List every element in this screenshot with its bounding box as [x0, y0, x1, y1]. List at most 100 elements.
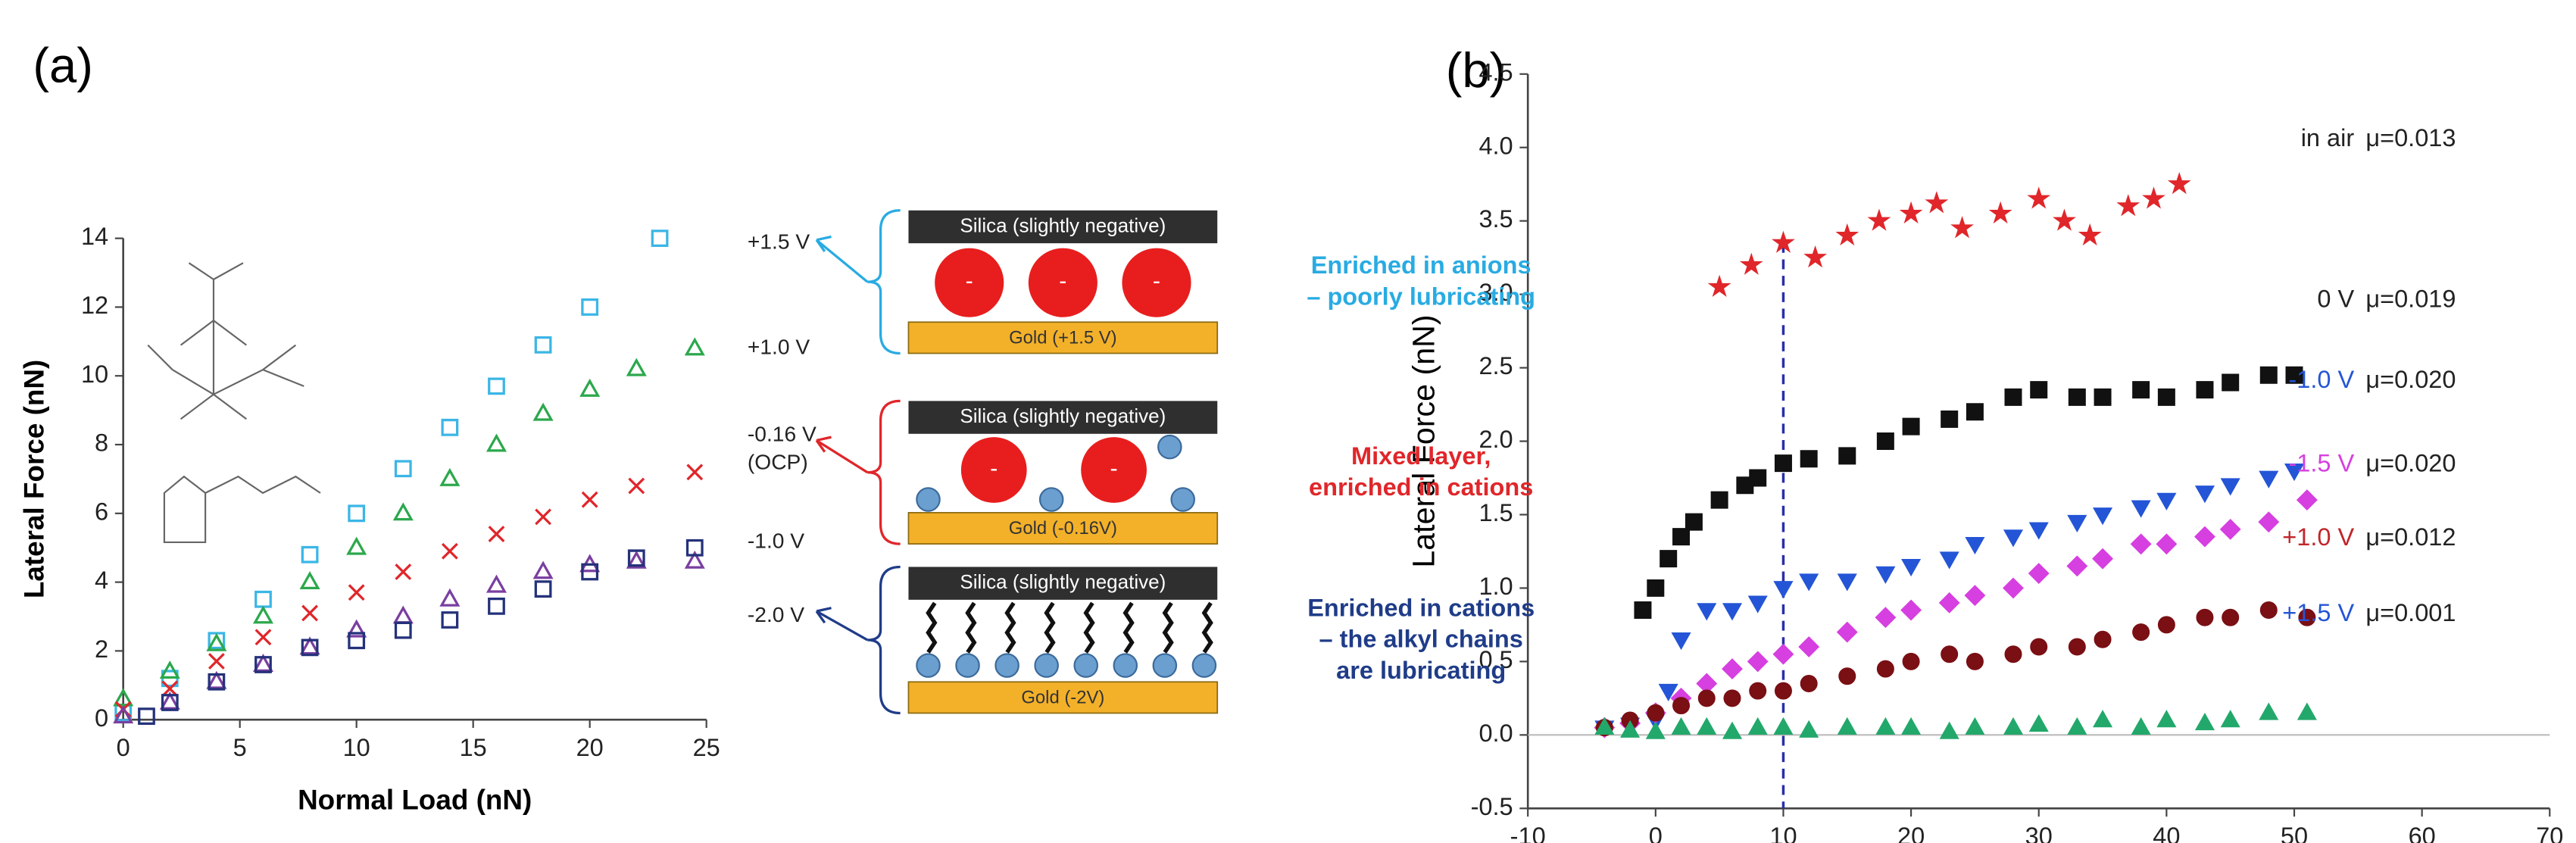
point — [2067, 717, 2087, 735]
series-friction: μ=0.012 — [2365, 523, 2456, 551]
x-tick-label: 20 — [576, 734, 604, 761]
point — [392, 502, 414, 521]
x-tick-label: 25 — [693, 734, 720, 761]
anion-charge: - — [1153, 269, 1160, 294]
y-tick-label: 14 — [81, 223, 108, 250]
cation — [1073, 653, 1098, 678]
point — [2030, 381, 2048, 399]
y-axis-label: Lateral Force (nN) — [18, 360, 49, 598]
point — [1634, 601, 1652, 620]
cation — [1157, 434, 1182, 460]
point — [1867, 208, 1891, 231]
point — [1902, 417, 1920, 436]
point — [1658, 683, 1678, 701]
point — [1966, 403, 1984, 421]
series — [1707, 171, 2191, 298]
point — [1722, 603, 1743, 621]
point — [252, 654, 273, 672]
point — [346, 619, 367, 638]
cation — [1152, 653, 1178, 678]
point — [486, 433, 507, 452]
point — [2068, 638, 2086, 656]
arrow — [815, 607, 869, 642]
series — [113, 550, 705, 724]
point — [441, 418, 459, 436]
gold-label: Gold (-2V) — [1021, 687, 1104, 707]
y-tick-label: 3.0 — [1478, 279, 1513, 306]
y-tick-label: 4.0 — [1478, 132, 1513, 159]
point — [1875, 717, 1896, 735]
point — [254, 629, 272, 646]
point — [2284, 463, 2305, 482]
point — [1697, 603, 1717, 621]
point — [161, 670, 179, 688]
point — [1749, 682, 1767, 700]
point — [2028, 522, 2049, 540]
point — [2028, 713, 2049, 732]
point — [1722, 658, 1743, 680]
caption: are lubricating — [1336, 657, 1506, 684]
point — [1876, 432, 1894, 451]
y-tick-label: 2.0 — [1478, 426, 1513, 453]
gold-label: Gold (+1.5 V) — [1009, 327, 1116, 348]
point — [2220, 478, 2240, 496]
point — [2194, 526, 2215, 548]
cation — [1038, 487, 1064, 512]
point — [392, 605, 414, 624]
series-friction: μ=0.020 — [2365, 450, 2456, 477]
series-label: +1.0 V — [2282, 523, 2354, 551]
series — [114, 229, 669, 722]
x-tick-label: 40 — [2153, 823, 2180, 843]
point — [1799, 573, 1819, 592]
anion-charge: - — [966, 269, 973, 294]
series-label: -1.5 V — [2288, 450, 2354, 477]
x-axis-label: Normal Force (nN) — [1909, 838, 2168, 843]
anion-charge: - — [1059, 269, 1066, 294]
cation — [994, 653, 1019, 678]
point — [488, 597, 505, 615]
point — [2116, 194, 2140, 217]
point — [2194, 486, 2215, 504]
point — [439, 467, 461, 486]
x-tick-label: 10 — [343, 734, 370, 761]
point — [1964, 585, 1986, 607]
point — [301, 545, 319, 564]
point — [626, 550, 647, 569]
point — [579, 378, 601, 397]
point — [581, 298, 599, 316]
caption: – the alkyl chains — [1319, 626, 1523, 653]
point — [1594, 717, 1615, 735]
y-tick-label: 0 — [95, 704, 108, 732]
alkyl-chain — [1083, 601, 1095, 654]
point — [1803, 245, 1828, 268]
point — [138, 707, 155, 726]
point — [1647, 579, 1665, 597]
silica-label: Silica (slightly negative) — [960, 570, 1166, 593]
alkyl-chain — [1123, 601, 1135, 654]
point — [1966, 652, 1984, 670]
point — [1800, 450, 1818, 468]
point — [2259, 702, 2279, 720]
gold — [907, 512, 1219, 545]
point — [1697, 689, 1716, 707]
point — [2003, 717, 2024, 735]
point — [2259, 366, 2278, 384]
caption: Enriched in cations — [1307, 594, 1535, 621]
point — [1772, 230, 1795, 253]
point — [1875, 607, 1897, 629]
point — [626, 357, 647, 376]
brace — [867, 565, 901, 715]
point — [1800, 675, 1818, 692]
point — [346, 536, 367, 555]
x-tick-label: 5 — [233, 734, 247, 761]
anion — [960, 437, 1027, 503]
point — [1722, 721, 1743, 739]
point — [2156, 492, 2177, 510]
point — [2078, 223, 2102, 246]
point — [627, 549, 645, 567]
point — [2222, 608, 2240, 626]
point — [208, 653, 225, 670]
point — [1798, 636, 1820, 657]
x-tick-label: 20 — [1897, 823, 1925, 843]
point — [1710, 491, 1728, 509]
